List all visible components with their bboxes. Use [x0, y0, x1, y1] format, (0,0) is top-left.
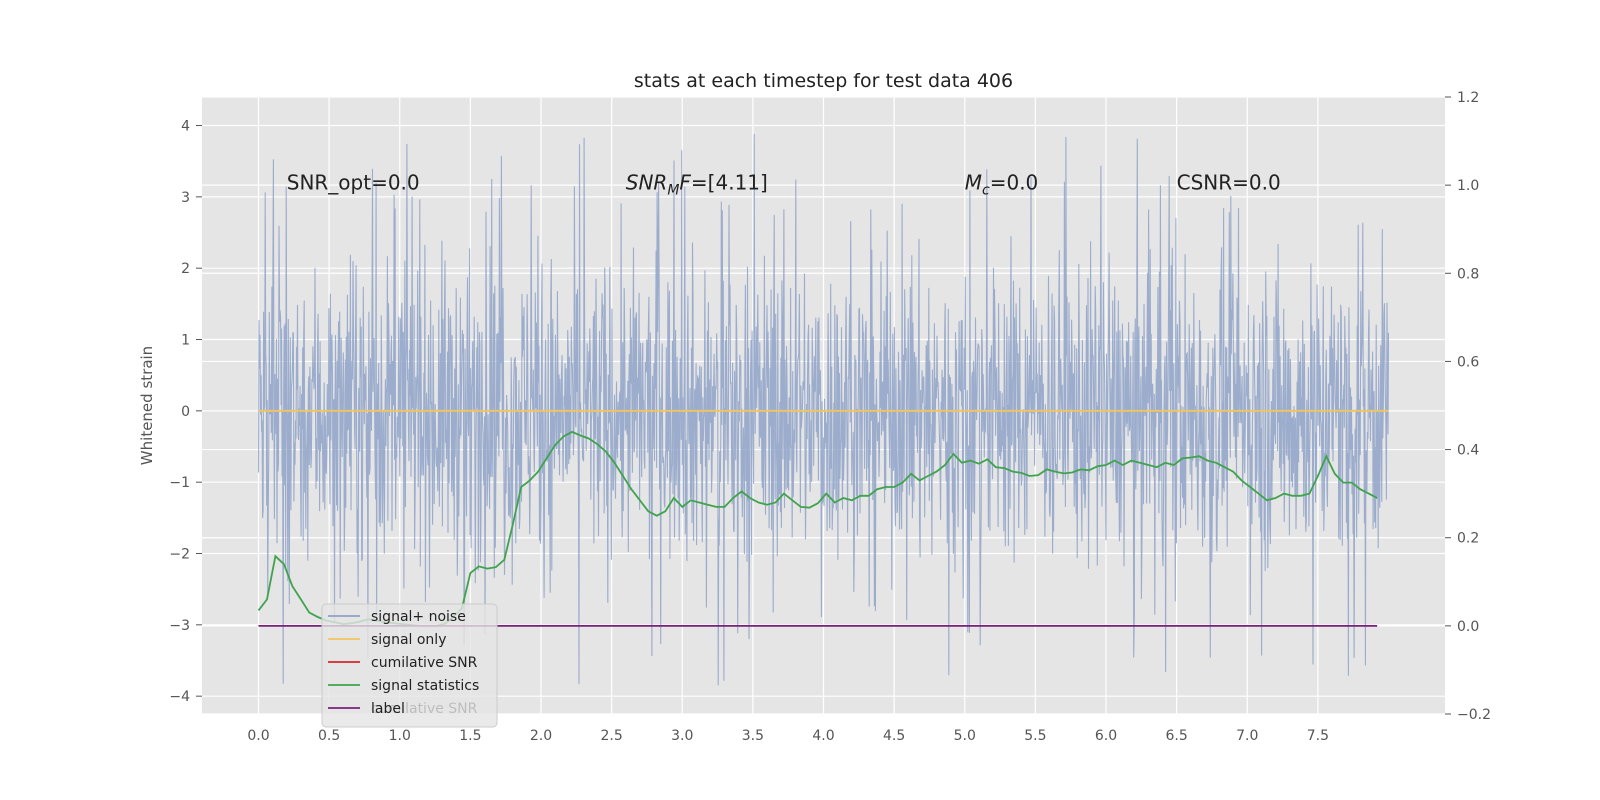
legend-label: signal only [371, 632, 446, 648]
y-tick-label: 0 [181, 404, 190, 420]
series-signal-noise [257, 133, 1390, 686]
y-tick-label: −1 [169, 475, 190, 491]
y2-tick-label: 0.6 [1457, 354, 1479, 370]
x-tick-label: 5.0 [954, 728, 976, 744]
legend-label: signal statistics [371, 678, 479, 694]
y2-tick-label: 0.4 [1457, 443, 1479, 459]
signal-noise-line [257, 133, 1390, 686]
x-tick-label: 7.5 [1307, 728, 1329, 744]
y2-tick-label: 1.2 [1457, 90, 1479, 106]
annotation-text: SNR_opt=0.0 [287, 171, 420, 195]
x-tick-label: 1.5 [459, 728, 481, 744]
y2-tick-label: 0.8 [1457, 266, 1479, 282]
y2-tick-label: 0.2 [1457, 531, 1479, 547]
x-tick-label: 0.5 [318, 728, 340, 744]
legend-label: signal+ noise [371, 609, 466, 625]
x-tick-label: 3.5 [742, 728, 764, 744]
x-tick-label: 7.0 [1236, 728, 1258, 744]
annotation-text: SNRMF=[4.11] [626, 171, 768, 199]
y-tick-label: 4 [181, 119, 190, 135]
y-tick-label: 1 [181, 333, 190, 349]
x-tick-label: 6.0 [1095, 728, 1117, 744]
y2-tick-label: −0.2 [1457, 707, 1491, 723]
axes: 0.0 0.5 1.0 1.5 2.0 2.5 3.0 3.5 4.0 4.5 5.0 5.5 6.0 6… [169, 90, 1491, 744]
x-tick-label: 4.0 [812, 728, 834, 744]
annotation-text: CSNR=0.0 [1177, 171, 1281, 195]
y-axis-label: Whitened strain [138, 346, 156, 465]
x-tick-label: 3.0 [671, 728, 693, 744]
annotations: SNR_opt=0.0 SNRMF=[4.11] Mc=0.0 CSNR=0.0 [287, 171, 1281, 199]
legend-label: cumilative SNR [371, 655, 478, 671]
y-tick-label: 2 [181, 261, 190, 277]
x-tick-label: 5.5 [1024, 728, 1046, 744]
y-tick-label: −2 [169, 547, 190, 563]
y-tick-label: −3 [169, 618, 190, 634]
x-tick-label: 2.5 [600, 728, 622, 744]
annotation-text: Mc=0.0 [965, 171, 1039, 199]
y2-tick-label: 0.0 [1457, 619, 1479, 635]
x-tick-label: 1.0 [389, 728, 411, 744]
y2-tick-label: 1.0 [1457, 178, 1479, 194]
x-tick-label: 0.0 [247, 728, 269, 744]
x-tick-label: 6.5 [1165, 728, 1187, 744]
x-tick-label: 2.0 [530, 728, 552, 744]
y-tick-label: 3 [181, 190, 190, 206]
chart-title: stats at each timestep for test data 406 [634, 70, 1013, 92]
y-tick-label: −4 [169, 689, 190, 705]
legend-box [321, 603, 498, 728]
legend-label: label [371, 701, 405, 717]
x-tick-label: 4.5 [883, 728, 905, 744]
